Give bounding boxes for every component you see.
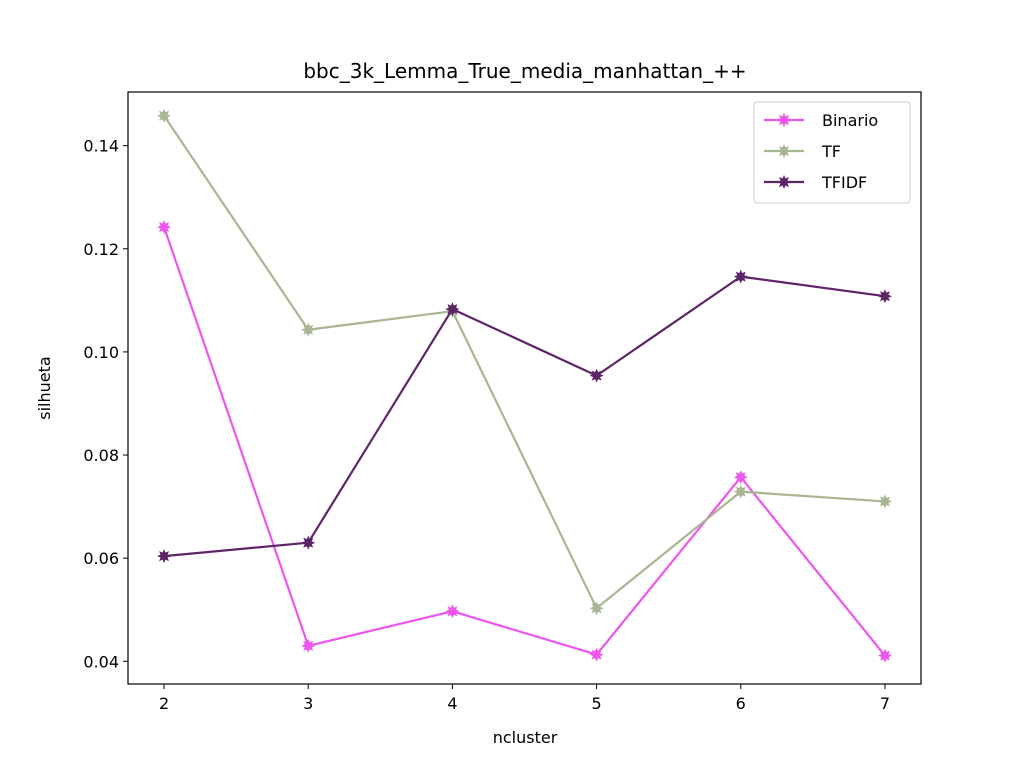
series-tfidf bbox=[157, 269, 892, 564]
y-tick-label: 0.12 bbox=[83, 240, 119, 259]
plot-area bbox=[157, 108, 892, 663]
x-axis: 2 3 4 5 6 7 bbox=[159, 684, 890, 713]
series-line bbox=[163, 115, 886, 610]
y-axis: 0.04 0.06 0.08 0.10 0.12 0.14 bbox=[83, 137, 128, 671]
legend-label: TFIDF bbox=[821, 173, 867, 192]
legend-item: TF bbox=[764, 142, 841, 161]
data-point bbox=[157, 108, 172, 123]
y-tick-label: 0.04 bbox=[83, 652, 119, 671]
legend-marker bbox=[776, 143, 792, 159]
legend-box bbox=[753, 101, 911, 204]
legend-label: TF bbox=[821, 142, 841, 161]
data-point bbox=[301, 638, 316, 653]
legend: Binario TF TFIDF bbox=[753, 101, 911, 204]
data-point bbox=[733, 269, 748, 284]
data-point bbox=[877, 494, 892, 509]
x-tick-label: 2 bbox=[159, 694, 169, 713]
plot-frame bbox=[127, 91, 922, 685]
y-tick-label: 0.14 bbox=[83, 137, 119, 156]
x-tick-label: 3 bbox=[303, 694, 313, 713]
data-point bbox=[733, 470, 748, 485]
data-point bbox=[157, 220, 172, 235]
data-point bbox=[301, 322, 316, 337]
x-tick-label: 6 bbox=[736, 694, 746, 713]
series-line bbox=[163, 275, 886, 558]
legend-item: TFIDF bbox=[764, 173, 867, 192]
data-point bbox=[733, 484, 748, 499]
y-tick-label: 0.08 bbox=[83, 446, 119, 465]
series-line bbox=[163, 226, 886, 657]
data-point bbox=[445, 302, 460, 317]
legend-marker bbox=[776, 174, 792, 190]
data-point bbox=[589, 368, 604, 383]
data-point bbox=[877, 289, 892, 304]
y-tick-label: 0.06 bbox=[83, 549, 119, 568]
x-tick-label: 4 bbox=[447, 694, 457, 713]
legend-label: Binario bbox=[822, 111, 878, 130]
chart-title: bbc_3k_Lemma_True_media_manhattan_++ bbox=[303, 59, 746, 83]
legend-marker bbox=[776, 112, 792, 128]
data-point bbox=[157, 549, 172, 564]
x-tick-label: 5 bbox=[591, 694, 601, 713]
x-tick-label: 7 bbox=[880, 694, 890, 713]
data-point bbox=[877, 648, 892, 663]
y-axis-label: silhueta bbox=[35, 356, 54, 419]
x-axis-label: ncluster bbox=[493, 728, 558, 747]
data-point bbox=[301, 535, 316, 550]
data-point bbox=[589, 601, 604, 616]
legend-item: Binario bbox=[764, 111, 878, 130]
data-point bbox=[445, 604, 460, 619]
y-tick-label: 0.10 bbox=[83, 343, 119, 362]
data-point bbox=[589, 647, 604, 662]
series-binario bbox=[157, 220, 892, 663]
